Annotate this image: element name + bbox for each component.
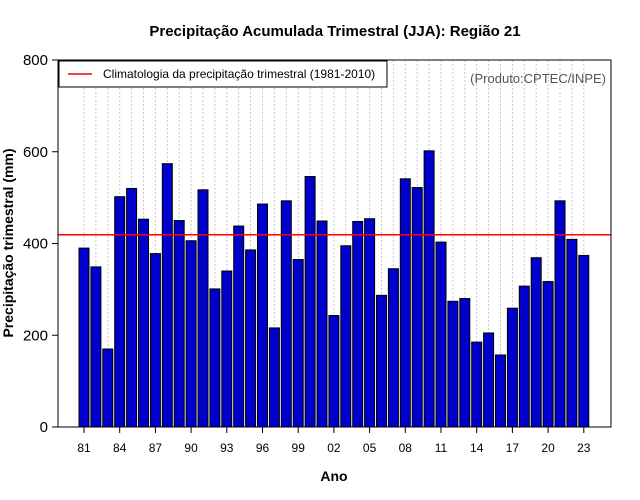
bar-2014 — [471, 341, 483, 428]
bar-2016 — [495, 354, 506, 428]
x-tick-label: 90 — [184, 441, 198, 455]
chart-title: Precipitação Acumulada Trimestral (JJA):… — [149, 23, 520, 40]
bar-1995 — [245, 249, 257, 428]
x-tick-label: 11 — [435, 441, 448, 455]
x-tick-label: 93 — [220, 441, 234, 455]
x-axis: 81 84 87 90 93 96 99 02 05 08 11 14 17 20 23 — [77, 427, 591, 455]
credit-label: (Produto:CPTEC/INPE) — [470, 71, 606, 86]
bar-1984 — [114, 196, 126, 428]
bar-1993 — [221, 270, 233, 428]
x-tick-label: 23 — [577, 441, 591, 455]
bar-1987 — [149, 253, 161, 428]
x-tick-label: 87 — [149, 441, 163, 455]
bar-2001 — [316, 220, 328, 428]
y-axis-title: Precipitação trimestral (mm) — [0, 148, 16, 337]
bar-2009 — [411, 187, 423, 428]
x-tick-label: 17 — [506, 441, 520, 455]
bar-1999 — [292, 259, 304, 428]
bar-1997 — [268, 327, 280, 428]
bar-1990 — [185, 240, 197, 428]
y-axis: 0 200 400 600 800 — [23, 52, 58, 436]
y-tick-label: 600 — [23, 144, 48, 161]
bars-group — [78, 150, 590, 428]
bar-2018 — [518, 285, 530, 428]
bar-1994 — [233, 225, 245, 428]
bar-1982 — [90, 266, 102, 428]
bar-2017 — [506, 307, 518, 428]
bar-1983 — [102, 348, 114, 428]
bar-2019 — [530, 257, 542, 428]
bar-2004 — [352, 220, 364, 428]
bar-2003 — [340, 245, 352, 428]
legend-box — [58, 60, 388, 88]
bar-2006 — [376, 294, 387, 428]
bar-1991 — [197, 189, 209, 428]
bar-2000 — [304, 176, 316, 428]
bar-2013 — [459, 298, 471, 428]
bar-2022 — [566, 238, 578, 428]
x-tick-label: 84 — [113, 441, 127, 455]
bar-2015 — [483, 332, 495, 428]
x-tick-label: 20 — [541, 441, 555, 455]
bar-2007 — [387, 268, 399, 428]
x-tick-label: 05 — [363, 441, 377, 455]
bar-1992 — [209, 288, 221, 428]
legend: Climatologia da precipitação trimestral … — [58, 60, 388, 88]
bar-1989 — [173, 220, 185, 428]
bar-1981 — [78, 247, 90, 428]
bar-1988 — [161, 163, 173, 428]
legend-label: Climatologia da precipitação trimestral … — [103, 67, 375, 81]
bar-1985 — [126, 187, 138, 428]
y-tick-label: 0 — [40, 419, 48, 436]
bar-1996 — [257, 203, 268, 428]
x-tick-label: 96 — [256, 441, 270, 455]
x-tick-label: 81 — [77, 441, 91, 455]
bar-2011 — [435, 241, 447, 428]
bar-2012 — [447, 300, 459, 428]
bar-2002 — [328, 315, 340, 428]
y-tick-label: 400 — [23, 236, 48, 253]
bar-2008 — [399, 178, 411, 428]
y-tick-label: 200 — [23, 327, 48, 344]
bar-2005 — [364, 218, 376, 428]
bar-2020 — [542, 281, 554, 428]
x-tick-label: 99 — [292, 441, 306, 455]
y-tick-label: 800 — [23, 52, 48, 69]
bar-2010 — [423, 150, 435, 428]
x-axis-title: Ano — [320, 468, 347, 484]
bar-2023 — [578, 254, 590, 428]
x-tick-label: 02 — [327, 441, 341, 455]
x-tick-label: 14 — [470, 441, 484, 455]
bar-1986 — [138, 218, 149, 428]
x-tick-label: 08 — [399, 441, 413, 455]
